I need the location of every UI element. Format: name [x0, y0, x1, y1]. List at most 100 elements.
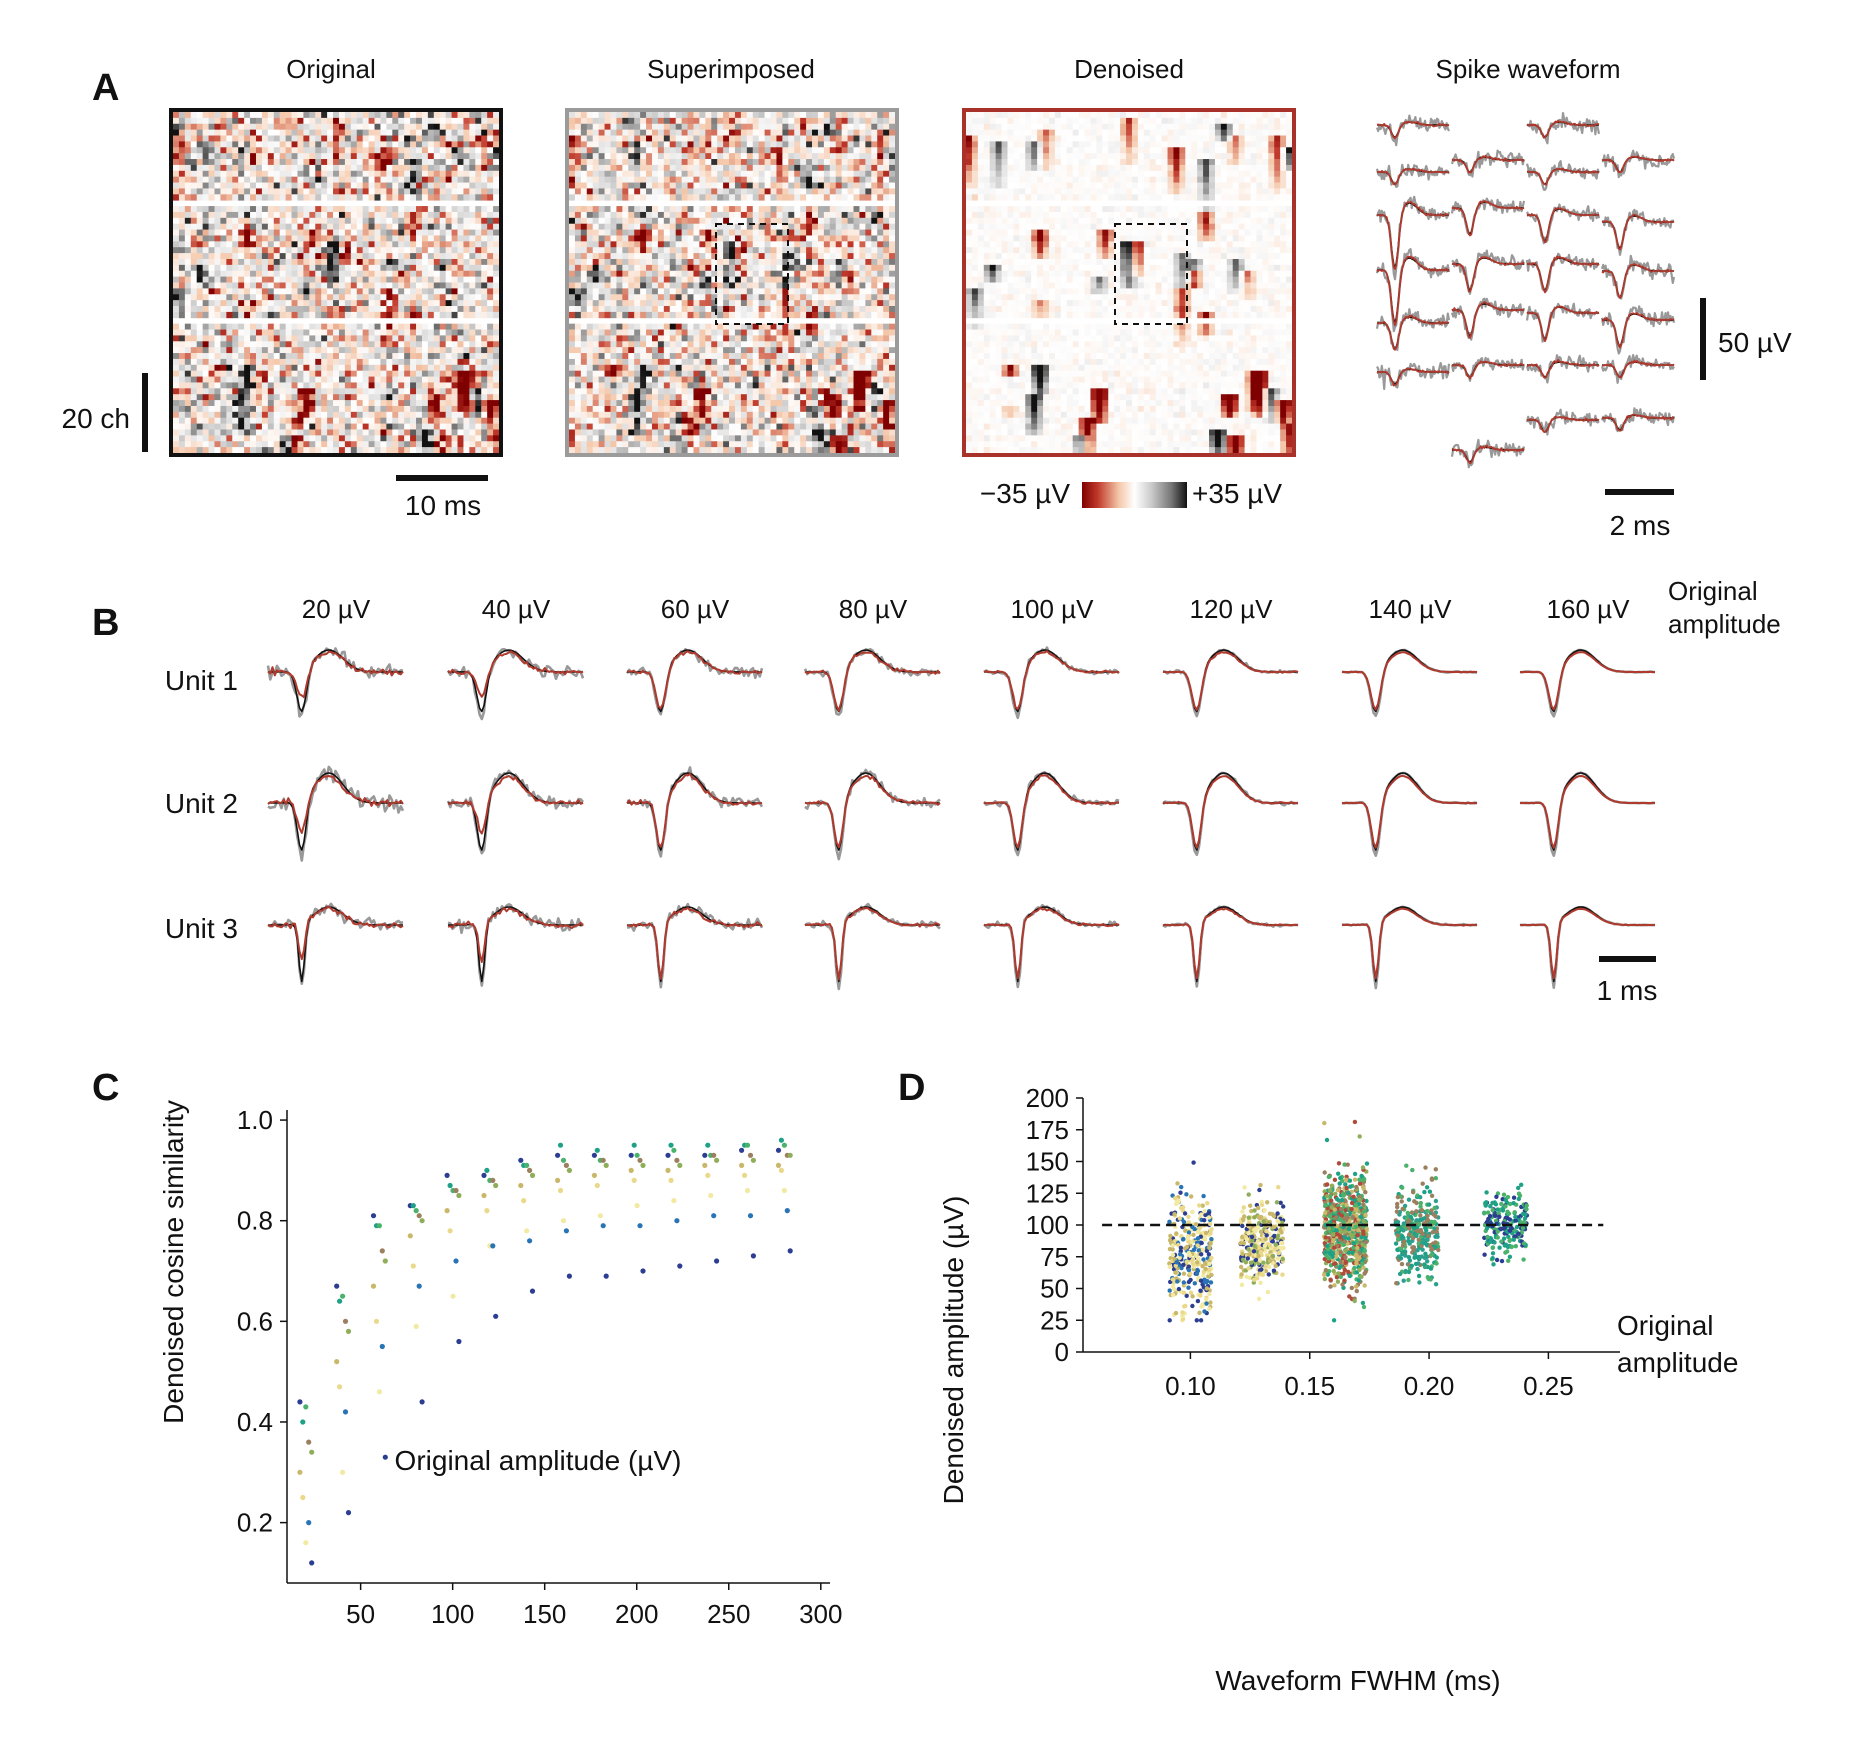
heatmap-cell	[687, 164, 694, 172]
heatmap-cell	[433, 400, 441, 407]
heatmap-cell	[782, 300, 789, 307]
heatmap-cell	[178, 176, 186, 183]
heatmap-cell	[794, 276, 801, 283]
heatmap-cell	[232, 400, 239, 407]
heatmap-cell	[817, 164, 825, 172]
heatmap-cell	[244, 447, 251, 454]
heatmap-cell	[173, 353, 180, 360]
heatmap-cell	[321, 417, 328, 424]
heatmap-cell	[823, 300, 831, 307]
heatmap-cell	[794, 147, 801, 154]
heatmap-cell	[291, 353, 298, 360]
heatmap-cell	[173, 447, 180, 454]
heatmap-cell	[315, 329, 322, 336]
heatmap-cell	[433, 217, 441, 225]
heatmap-cell	[812, 188, 819, 195]
heatmap-cell	[586, 223, 594, 230]
heatmap-cell	[669, 182, 677, 189]
heatmap-cell	[333, 347, 340, 354]
heatmap-cell	[220, 411, 227, 419]
heatmap-cell	[220, 394, 227, 401]
heatmap-cell	[699, 112, 706, 119]
heatmap-cell	[416, 423, 423, 430]
heatmap-cell	[481, 141, 488, 148]
heatmap-cell	[439, 400, 447, 407]
heatmap-cell	[800, 306, 807, 313]
heatmap-cell	[758, 182, 765, 189]
heatmap-cell	[196, 341, 204, 348]
heatmap-cell	[693, 223, 700, 230]
heatmap-cell	[350, 270, 358, 278]
heatmap-cell	[794, 294, 801, 301]
heatmap-cell	[865, 159, 872, 166]
heatmap-cell	[398, 364, 405, 372]
heatmap-cell	[178, 300, 186, 307]
heatmap-cell	[598, 182, 605, 189]
heatmap-cell	[350, 182, 358, 189]
heatmap-cell	[693, 282, 700, 289]
heatmap-cell	[250, 223, 257, 230]
heatmap-cell	[451, 135, 458, 142]
heatmap-cell	[493, 276, 500, 283]
heatmap-cell	[586, 276, 594, 283]
heatmap-cell	[273, 164, 281, 172]
heatmap-cell	[723, 311, 730, 319]
heatmap-cell	[338, 388, 346, 395]
heatmap-cell	[699, 241, 706, 248]
heatmap-cell	[841, 288, 848, 295]
heatmap-cell	[788, 229, 795, 236]
heatmap-cell	[250, 411, 257, 419]
heatmap-cell	[356, 235, 364, 242]
heatmap-cell	[806, 217, 813, 225]
heatmap-cell	[398, 441, 405, 448]
heatmap-cell	[758, 188, 765, 195]
heatmap-cell	[374, 311, 381, 319]
heatmap-cell	[705, 217, 712, 225]
heatmap-cell	[315, 235, 322, 242]
heatmap-cell	[764, 182, 771, 189]
heatmap-cell	[740, 194, 748, 201]
heatmap-cell	[481, 358, 488, 366]
heatmap-cell	[226, 370, 233, 377]
heatmap-cell	[764, 306, 771, 313]
heatmap-cell	[214, 217, 221, 225]
heatmap-cell	[368, 335, 375, 342]
heatmap-cell	[250, 241, 257, 248]
heatmap-cell	[433, 405, 441, 413]
heatmap-cell	[746, 129, 754, 136]
heatmap-cell	[877, 288, 884, 295]
heatmap-cell	[883, 170, 890, 178]
heatmap-cell	[232, 241, 239, 248]
heatmap-cell	[368, 294, 375, 301]
heatmap-cell	[604, 153, 611, 160]
heatmap-cell	[569, 147, 576, 154]
heatmap-cell	[463, 447, 470, 454]
heatmap-cell	[404, 206, 411, 213]
heatmap-cell	[350, 206, 358, 213]
heatmap-cell	[853, 311, 860, 319]
heatmap-cell	[220, 282, 227, 289]
heatmap-cell	[261, 388, 269, 395]
heatmap-cell	[410, 288, 417, 295]
heatmap-cell	[463, 258, 470, 266]
heatmap-cell	[398, 294, 405, 301]
heatmap-cell	[469, 423, 476, 430]
heatmap-cell	[386, 270, 393, 278]
heatmap-cell	[853, 153, 860, 160]
heatmap-cell	[841, 264, 848, 272]
heatmap-cell	[279, 358, 287, 366]
heatmap-cell	[226, 400, 233, 407]
heatmap-cell	[628, 217, 635, 225]
heatmap-cell	[586, 182, 594, 189]
heatmap-cell	[740, 135, 748, 142]
heatmap-cell	[178, 306, 186, 313]
heatmap-cell	[788, 112, 795, 119]
heatmap-cell	[303, 435, 310, 442]
heatmap-cell	[285, 270, 292, 278]
heatmap-cell	[865, 194, 872, 201]
heatmap-cell	[699, 258, 706, 266]
heatmap-cell	[309, 129, 316, 136]
heatmap-cell	[368, 388, 375, 395]
heatmap-cell	[841, 282, 848, 289]
heatmap-cell	[416, 194, 423, 201]
